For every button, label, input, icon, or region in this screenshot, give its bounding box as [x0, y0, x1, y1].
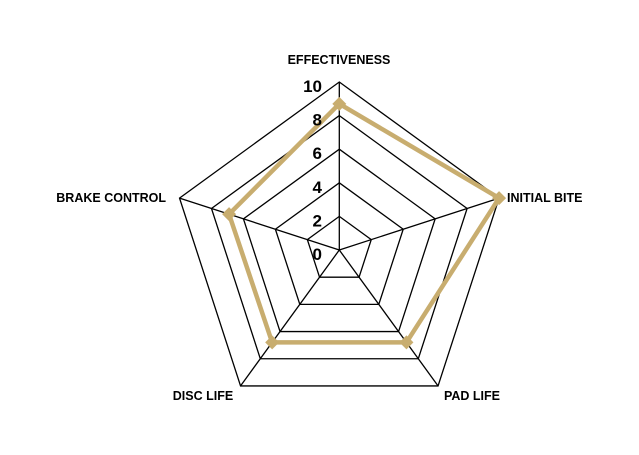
- category-label: BRAKE CONTROL: [56, 191, 166, 205]
- data-point-4: [222, 207, 237, 222]
- data-point-3: [265, 335, 280, 350]
- grid-ring-6: [242, 148, 436, 333]
- spoke-3: [240, 249, 340, 387]
- tick-label: 8: [313, 111, 322, 130]
- tick-label: 2: [313, 211, 322, 230]
- category-label: PAD LIFE: [444, 389, 500, 403]
- grid: [178, 81, 500, 387]
- grid-ring-2: [306, 215, 373, 278]
- tick-label: 10: [303, 77, 322, 96]
- tick-label: 0: [313, 245, 322, 264]
- spoke-4: [179, 197, 340, 251]
- data-point-1: [492, 191, 507, 206]
- spoke-1: [339, 197, 500, 251]
- grid-ring-10: [178, 81, 500, 387]
- grid-ring-4: [274, 181, 404, 306]
- grid-ring-8: [210, 114, 468, 360]
- category-labels: EFFECTIVENESS INITIAL BITE PAD LIFE DISC LI…: [56, 53, 582, 403]
- data-point-2: [399, 335, 414, 350]
- category-label: EFFECTIVENESS: [288, 53, 391, 67]
- series-line: [226, 101, 502, 345]
- tick-label: 4: [313, 178, 323, 197]
- data-point-0: [332, 96, 347, 111]
- axes-spokes: [179, 82, 500, 387]
- spoke-2: [338, 249, 439, 387]
- series: [222, 96, 507, 350]
- category-label: INITIAL BITE: [507, 191, 582, 205]
- tick-labels: 0 2 4 6 8 10: [303, 77, 322, 264]
- tick-label: 6: [313, 144, 322, 163]
- category-label: DISC LIFE: [173, 389, 233, 403]
